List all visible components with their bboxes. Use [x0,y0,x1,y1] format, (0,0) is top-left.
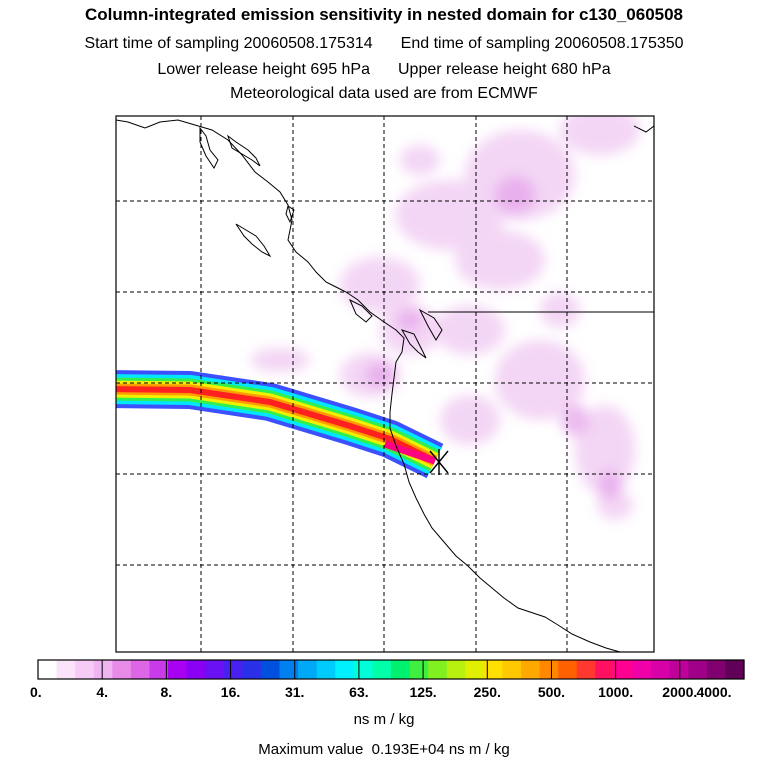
colorbar-swatch [502,660,522,679]
plume-core [383,440,437,465]
map-title: Column-integrated emission sensitivity i… [84,5,684,24]
colorbar-swatch [465,660,485,679]
colorbar-swatch [56,660,76,679]
map-frame [115,115,655,653]
max-value: 0.193E+04 ns m / kg [371,741,510,758]
colorbar-swatch [539,660,559,679]
colorbar-swatch [706,660,727,679]
colorbar-swatch [149,660,169,679]
colorbar-swatch [130,660,151,679]
colorbar-swatch [428,660,448,679]
maximum-value: Maximum value 0.193E+04 ns m / kg [0,741,768,758]
colorbar-swatch [260,660,281,679]
sampling-times: Start time of sampling 20060508.175314 En… [0,35,768,53]
colorbar-swatch [483,660,504,679]
grid-lines [116,116,654,652]
colorbar-swatch [112,660,132,679]
colorbar-ticks [101,660,681,679]
colorbar-swatch [409,660,429,679]
colorbar-tick-label: 4. [96,684,109,700]
colorbar-swatch [223,660,243,679]
colorbar-swatch [688,660,708,679]
colorbar-swatch [335,660,355,679]
colorbar-swatch [372,660,392,679]
colorbar-swatch [168,660,188,679]
colorbar-swatch [279,660,299,679]
colorbar-swatch [353,660,374,679]
colorbar-swatch [651,660,671,679]
plume-band-red [116,386,437,464]
low-sensitivity-field [250,116,640,520]
colorbar [38,660,745,679]
colorbar-tick-label: 500. [537,684,566,700]
colorbar-swatch [205,660,225,679]
colorbar-swatch [446,660,466,679]
colorbar-swatch [186,660,206,679]
colorbar-tick-label: 8. [160,684,173,700]
colorbar-swatch [613,660,634,679]
coastlines [116,119,654,652]
met-data-line: Meteorological data used are from ECMWF [230,85,538,102]
colorbar-swatch [558,660,578,679]
colorbar-swatch [316,660,336,679]
colorbar-swatch [75,660,95,679]
colorbar-tick-label: 1000. [598,684,634,700]
colorbar-swatch [298,660,318,679]
colorbar-tick-label: 0. [30,684,42,700]
medium-sensitivity-field [366,177,620,499]
colorbar-swatch [595,660,615,679]
colorbar-swatch [242,660,262,679]
colorbar-swatch [725,660,745,679]
release-point-star [429,449,449,475]
lower-value: 695 hPa [310,61,370,78]
colorbar-swatch [521,660,541,679]
colorbar-tick-label: 125. [409,684,437,700]
colorbar-tick-label: 4000. [696,684,732,700]
map-area [116,116,654,652]
plume [116,370,444,479]
release-heights: Lower release height 695 hPa Upper releas… [0,61,768,79]
colorbar-frame [37,659,745,680]
lower-label: Lower release height [157,61,306,78]
colorbar-swatch [669,660,689,679]
colorbar-tick-label: 2000. [662,684,698,700]
upper-value: 680 hPa [551,61,611,78]
colorbar-swatch [391,660,411,679]
colorbar-swatch [576,660,596,679]
max-label: Maximum value [258,741,364,758]
colorbar-swatch [93,660,113,679]
colorbar-tick-label: 16. [220,684,241,700]
colorbar-unit: ns m / kg [353,711,415,728]
colorbar-swatch [38,660,58,679]
end-label: End time of sampling [400,35,551,52]
end-value: 20060508.175350 [554,35,684,52]
start-value: 20060508.175314 [243,35,373,52]
colorbar-swatch [632,660,652,679]
colorbar-tick-label: 250. [473,684,501,700]
upper-label: Upper release height [398,61,547,78]
colorbar-tick-label: 31. [284,684,305,700]
colorbar-tick-label: 63. [349,684,369,700]
start-label: Start time of sampling [84,35,240,52]
